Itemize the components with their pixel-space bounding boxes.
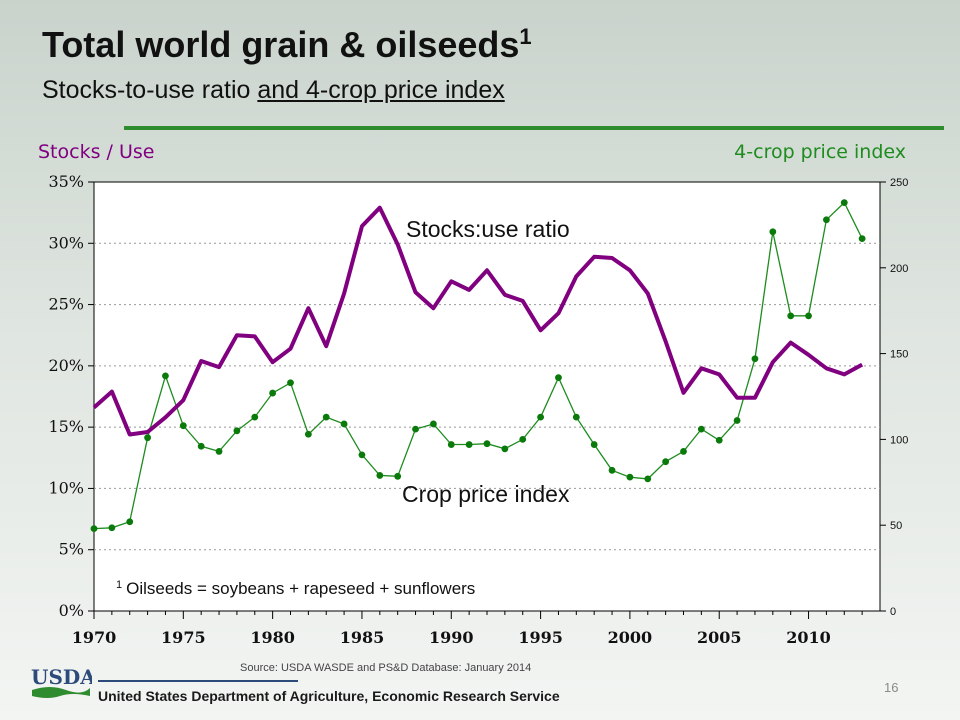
stocks-series-label: Stocks:use ratio <box>406 216 570 242</box>
right-axis: 0 50 100 150 200 250 <box>880 177 908 618</box>
price-index-point <box>340 420 348 428</box>
footnote-mark: 1 <box>116 579 122 591</box>
price-index-point <box>501 445 509 453</box>
price-index-point <box>251 413 259 421</box>
title-divider <box>124 126 944 130</box>
price-index-point <box>519 436 527 443</box>
page-number: 16 <box>884 680 899 695</box>
x-tick-label: 2000 <box>608 628 653 647</box>
x-tick-label: 1980 <box>250 628 295 647</box>
price-index-point <box>179 422 187 430</box>
left-tick-label: 5% <box>59 540 84 559</box>
grid-lines <box>94 242 880 551</box>
price-index-point <box>787 312 795 320</box>
stocks-use-line <box>92 205 864 437</box>
price-index-point <box>805 312 812 320</box>
price-index-point <box>322 413 330 421</box>
price-series-label: Crop price index <box>402 481 570 507</box>
price-index-point <box>715 436 723 444</box>
price-index-point <box>823 216 830 224</box>
price-index-point <box>662 458 670 466</box>
price-index-point <box>465 441 473 448</box>
agency-name: United States Department of Agriculture,… <box>98 688 560 704</box>
left-axis-title: Stocks / Use <box>38 141 154 163</box>
left-tick-label: 10% <box>48 478 84 497</box>
price-index-point <box>733 417 741 424</box>
price-index-point <box>555 374 562 382</box>
price-index-point <box>233 427 241 435</box>
slide-title-text: Total world grain & oilseeds <box>42 24 520 65</box>
plot-area <box>93 181 881 612</box>
subtitle-underlined: and 4-crop price index <box>257 76 505 104</box>
x-tick-label: 1975 <box>161 628 206 647</box>
agency-rule <box>98 680 298 682</box>
price-index-point <box>162 372 169 380</box>
price-index-point <box>269 389 277 397</box>
price-index-point <box>376 472 384 479</box>
right-tick-label: 250 <box>890 177 908 189</box>
footnote-text: Oilseeds = soybeans + rapeseed + sunflow… <box>126 579 475 598</box>
price-index-point <box>144 434 151 442</box>
left-axis: 0% 5% 10% 15% 20% 25% 30% 35% <box>48 172 94 620</box>
price-index-point <box>858 235 866 243</box>
right-tick-label: 100 <box>890 434 908 446</box>
footnote: 1 Oilseeds = soybeans + rapeseed + sunflo… <box>116 579 475 598</box>
title-footnote-mark: 1 <box>519 24 532 49</box>
price-index-point <box>197 442 205 450</box>
price-index-point <box>430 420 437 428</box>
price-index-point <box>304 430 312 438</box>
x-tick-label: 1970 <box>72 628 117 647</box>
left-tick-label: 0% <box>59 601 84 620</box>
price-index-point <box>90 525 98 533</box>
x-tick-label: 1985 <box>340 628 385 647</box>
slide-title: Total world grain & oilseeds1 <box>42 24 532 66</box>
price-index-point <box>590 441 598 448</box>
right-tick-label: 200 <box>890 263 908 275</box>
usda-logo: USDA <box>31 665 92 698</box>
left-tick-label: 15% <box>48 417 84 436</box>
price-index-point <box>108 524 116 532</box>
price-index-point <box>697 425 705 433</box>
price-index-point <box>626 473 634 481</box>
price-index-point <box>126 518 134 526</box>
price-index-point <box>537 413 544 421</box>
x-tick-label: 2005 <box>697 628 742 647</box>
price-index-point <box>447 441 455 448</box>
x-tick-label: 2010 <box>786 628 831 647</box>
price-index-point <box>287 379 294 387</box>
price-index-point <box>483 440 491 448</box>
slide-subtitle: Stocks-to-use ratio and 4-crop price ind… <box>42 76 505 105</box>
price-index-point <box>394 472 402 480</box>
x-tick-label: 1995 <box>518 628 563 647</box>
right-axis-title: 4-crop price index <box>734 141 906 163</box>
usda-logo-text: USDA <box>31 665 92 689</box>
price-index-point <box>769 228 777 236</box>
left-tick-label: 20% <box>48 356 84 375</box>
right-tick-label: 0 <box>890 606 896 618</box>
price-index-point <box>358 451 366 459</box>
x-axis: 1970 1975 1980 1985 1990 1995 2000 2005 2010 <box>72 611 863 647</box>
series-layer <box>90 199 866 533</box>
price-index-line <box>93 201 863 530</box>
price-index-point <box>215 448 223 455</box>
price-index-point <box>644 475 652 483</box>
price-index-point <box>572 413 580 421</box>
price-index-point <box>608 466 616 474</box>
right-tick-label: 50 <box>890 520 902 532</box>
right-tick-label: 150 <box>890 349 908 361</box>
price-index-point <box>751 355 759 363</box>
x-tick-label: 1990 <box>429 628 474 647</box>
price-index-point <box>840 199 848 206</box>
subtitle-plain: Stocks-to-use ratio <box>42 76 258 104</box>
left-tick-label: 25% <box>48 295 84 314</box>
source-note: Source: USDA WASDE and PS&D Database: Ja… <box>240 662 532 674</box>
left-tick-label: 35% <box>48 172 84 191</box>
price-index-point <box>412 425 419 433</box>
left-tick-label: 30% <box>48 233 84 252</box>
price-index-point <box>680 448 687 455</box>
